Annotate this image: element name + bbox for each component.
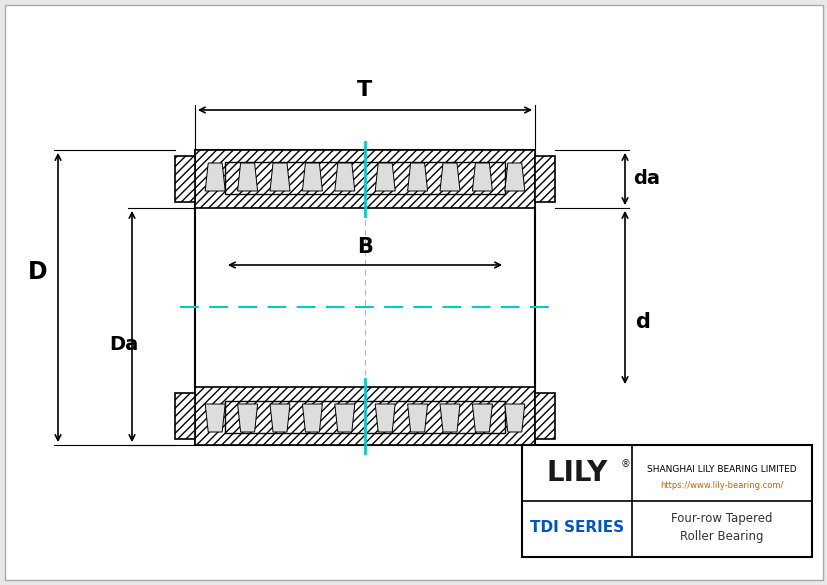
Bar	[534, 156, 554, 202]
Text: SHANGHAI LILY BEARING LIMITED: SHANGHAI LILY BEARING LIMITED	[647, 465, 796, 474]
Polygon shape	[504, 163, 524, 191]
Polygon shape	[270, 404, 289, 432]
Polygon shape	[504, 404, 524, 432]
Polygon shape	[302, 163, 322, 191]
Text: d: d	[635, 312, 650, 332]
Text: da: da	[633, 170, 660, 188]
Polygon shape	[472, 404, 492, 432]
Bar	[521, 445, 811, 557]
Text: Roller Bearing: Roller Bearing	[680, 531, 763, 543]
Polygon shape	[375, 163, 394, 191]
Polygon shape	[205, 163, 225, 191]
Polygon shape	[237, 163, 257, 191]
Text: ®: ®	[619, 459, 629, 469]
Bar	[534, 393, 554, 439]
Bar	[174, 156, 195, 202]
Polygon shape	[237, 404, 257, 432]
Polygon shape	[439, 163, 460, 191]
Polygon shape	[407, 404, 427, 432]
Polygon shape	[302, 404, 322, 432]
Bar	[195, 387, 534, 445]
Text: T: T	[357, 80, 372, 100]
Polygon shape	[205, 404, 225, 432]
Polygon shape	[334, 163, 355, 191]
Text: Four-row Tapered: Four-row Tapered	[671, 512, 772, 525]
Text: TDI SERIES: TDI SERIES	[529, 521, 624, 535]
Polygon shape	[439, 404, 460, 432]
Polygon shape	[407, 163, 427, 191]
Text: https://www.lily-bearing.com/: https://www.lily-bearing.com/	[660, 481, 783, 490]
Bar	[195, 150, 534, 445]
Text: LILY: LILY	[546, 459, 607, 487]
Polygon shape	[334, 404, 355, 432]
Text: D: D	[28, 260, 48, 284]
Bar	[225, 162, 504, 194]
Text: Da: Da	[109, 335, 138, 354]
Bar	[195, 150, 534, 208]
Polygon shape	[270, 163, 289, 191]
Bar	[225, 401, 504, 433]
Polygon shape	[472, 163, 492, 191]
Polygon shape	[375, 404, 394, 432]
Text: B: B	[356, 237, 372, 257]
Bar	[174, 393, 195, 439]
